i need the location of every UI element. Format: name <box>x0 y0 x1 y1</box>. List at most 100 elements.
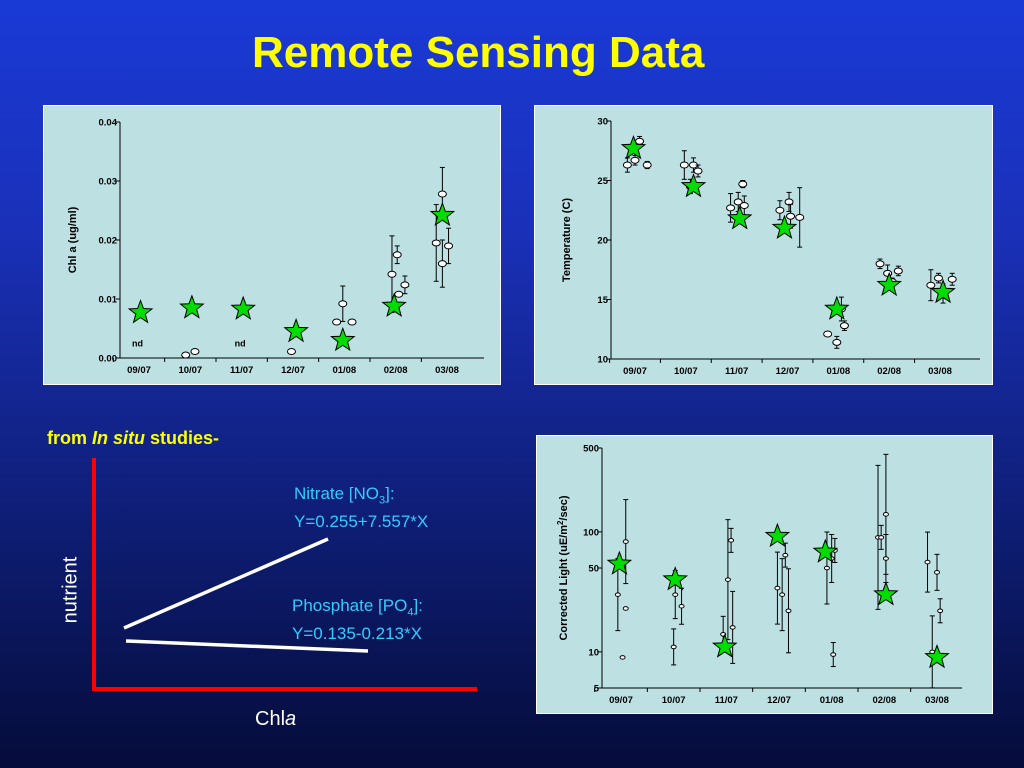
x-tick-label: 02/08 <box>872 695 896 706</box>
data-point <box>882 556 889 561</box>
y-axis-title: Temperature (C) <box>561 198 573 282</box>
data-point <box>672 592 679 597</box>
y-tick-label: 100 <box>583 527 599 538</box>
data-point <box>622 606 629 611</box>
data-point <box>728 538 735 543</box>
star-point <box>662 566 689 591</box>
data-point <box>795 213 805 221</box>
star-point <box>381 292 407 317</box>
star-point <box>726 205 753 230</box>
data-point <box>947 275 957 283</box>
data-point <box>830 652 837 657</box>
star-point <box>873 581 899 606</box>
data-point <box>779 592 786 597</box>
x-tick-label: 11/07 <box>715 695 738 706</box>
data-point <box>670 644 677 650</box>
data-point <box>823 565 830 571</box>
in-situ-prefix: from <box>47 428 92 448</box>
slide-title: Remote Sensing Data <box>252 28 705 77</box>
x-tick-label: 10/07 <box>662 695 686 706</box>
data-point <box>622 161 632 169</box>
data-point <box>286 348 296 356</box>
y-axis-title-text: Corrected Light (uE/m2/sec) <box>556 495 570 640</box>
data-point <box>181 351 191 359</box>
data-point <box>394 290 404 298</box>
star-point <box>283 317 309 343</box>
y-axis-title: Chl a (ug/ml) <box>67 206 79 273</box>
x-tick-label: 03/08 <box>435 365 459 376</box>
chla-chart: 0.00 0.01 0.02 0.03 0.04 09/07 10/07 11/07 12/07… <box>67 118 484 376</box>
data-point <box>878 535 885 540</box>
x-tick-label: 10/07 <box>674 366 698 377</box>
data-point <box>839 322 849 330</box>
star-point <box>179 294 205 319</box>
star-point <box>930 278 956 304</box>
data-point <box>437 190 447 198</box>
data-point <box>431 239 441 247</box>
x-tick-label: 01/08 <box>820 695 844 706</box>
data-point <box>784 198 794 206</box>
data-point <box>724 577 731 582</box>
x-tick-label: 10/07 <box>178 365 202 376</box>
x-tick-label: 12/07 <box>776 366 800 377</box>
chla-chart-panel: 0.00 0.01 0.02 0.03 0.04 09/07 10/07 11/07 12/07… <box>43 105 501 385</box>
data-point <box>392 251 402 259</box>
y-tick-label: 10 <box>588 647 599 658</box>
data-point <box>875 260 885 268</box>
y-tick-label: 50 <box>588 564 599 575</box>
data-point <box>774 585 781 591</box>
data-point <box>190 348 200 356</box>
x-tick-label: 02/08 <box>384 365 408 376</box>
data-point <box>630 156 640 164</box>
schematic-y-label: nutrient <box>59 556 82 624</box>
x-tick-label: 03/08 <box>928 366 952 377</box>
data-point <box>739 201 749 209</box>
star-point <box>620 134 647 160</box>
in-situ-italic: In situ <box>92 428 145 448</box>
data-point <box>635 137 645 145</box>
data-point <box>729 625 736 630</box>
x-tick-label: 09/07 <box>609 695 633 706</box>
nitrate-equation: Nitrate [NO3]: Y=0.255+7.557*X <box>294 483 428 533</box>
temperature-chart-panel: 10 15 20 25 30 09/07 10/07 11/07 12/07 01/08 02/08… <box>534 105 993 385</box>
x-tick-label: 11/07 <box>230 365 253 376</box>
data-point <box>622 539 629 544</box>
y-tick-label: 0.04 <box>99 118 118 129</box>
data-point <box>332 318 342 326</box>
data-point <box>678 603 685 609</box>
light-chart: 5 10 50 100 500 09/07 10/07 11/07 12/07 01/08 02/0… <box>556 444 962 706</box>
x-tick-label: 01/08 <box>826 366 850 377</box>
star-point <box>876 271 902 297</box>
data-point <box>679 161 689 169</box>
data-point <box>347 318 357 326</box>
annotation-nd: nd <box>132 339 143 349</box>
data-point <box>893 267 903 275</box>
y-tick-label: 5 <box>594 684 600 695</box>
star-point <box>764 522 791 548</box>
data-point <box>738 180 748 188</box>
light-chart-panel: 5 10 50 100 500 09/07 10/07 11/07 12/07 01/08 02/0… <box>536 435 993 714</box>
data-point <box>832 338 842 346</box>
nitrate-formula: Y=0.255+7.557*X <box>294 512 429 532</box>
schematic-x-label: Chla <box>255 708 297 730</box>
x-tick-label: 01/08 <box>332 365 356 376</box>
data-point <box>937 608 944 614</box>
data-point <box>934 570 940 575</box>
annotation-nd: nd <box>235 339 246 349</box>
x-tick-label: 09/07 <box>127 365 151 376</box>
y-tick-label: 500 <box>583 444 599 455</box>
nitrate-name: Nitrate [NO3]: <box>294 484 395 507</box>
data-point <box>823 330 833 338</box>
data-point <box>775 206 785 214</box>
data-point <box>782 552 789 558</box>
x-tick-label: 09/07 <box>623 366 647 377</box>
data-point <box>444 242 454 250</box>
in-situ-suffix: studies- <box>145 428 220 448</box>
data-point <box>882 512 889 517</box>
star-point <box>711 633 738 658</box>
in-situ-heading: from In situ studies- <box>47 428 219 449</box>
temperature-chart: 10 15 20 25 30 09/07 10/07 11/07 12/07 01/08 02/08… <box>561 117 980 377</box>
data-point <box>387 270 397 278</box>
star-point <box>924 643 950 669</box>
data-point <box>733 198 743 206</box>
